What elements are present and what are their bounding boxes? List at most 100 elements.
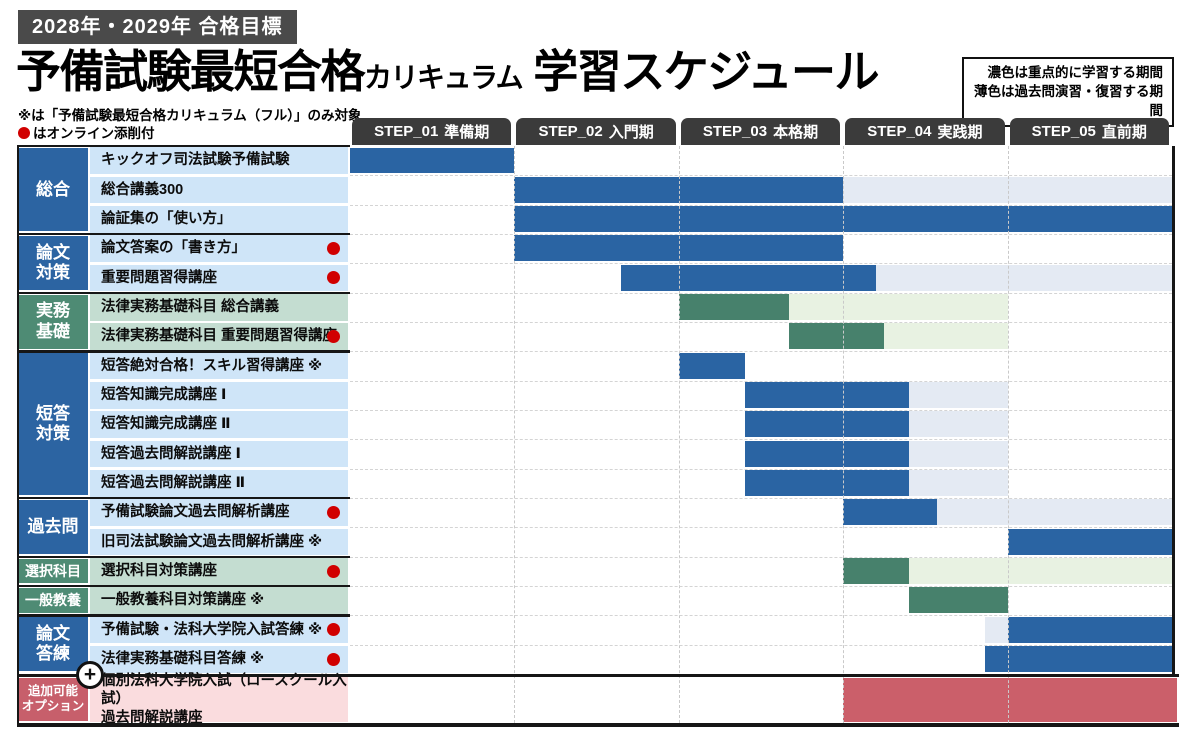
gantt-bar xyxy=(908,382,1008,408)
gantt-bar xyxy=(678,352,745,379)
step-code: STEP_04 xyxy=(867,123,932,140)
row-label: 一般教養科目対策講座 ※ xyxy=(90,587,348,614)
gantt-bar xyxy=(1007,528,1172,555)
online-correction-dot-icon xyxy=(327,242,340,256)
row-label: キックオフ司法試験予備試験 xyxy=(90,147,348,174)
category-3: 論文 対策 xyxy=(18,235,88,291)
gantt-bar xyxy=(908,470,1008,496)
row-gridline xyxy=(350,292,1172,294)
category-separator xyxy=(17,555,350,558)
gantt-bar xyxy=(678,294,789,320)
gantt-bar xyxy=(788,294,1008,320)
gantt-bar xyxy=(788,323,885,350)
gantt-bar xyxy=(744,411,909,438)
row-label: 予備試験論文過去問解析講座 xyxy=(90,499,348,526)
gantt-bar xyxy=(744,440,909,467)
chart-bottom-border xyxy=(17,723,1179,727)
row-gridline xyxy=(350,175,1172,177)
row-label: 法律実務基礎科目 総合講義 xyxy=(90,293,348,321)
gantt-bar xyxy=(984,616,1008,643)
online-correction-dot-icon xyxy=(327,564,340,578)
legend-light-label: 薄色は過去問演習・復習する期間 xyxy=(974,84,1163,118)
footnote-dot: はオンライン添削付 xyxy=(18,125,361,143)
footnotes: ※は「予備試験最短合格カリキュラム（フル）」のみ対象 はオンライン添削付 xyxy=(18,107,361,143)
red-dot-icon xyxy=(18,127,30,139)
category-separator xyxy=(17,232,350,236)
step-code: STEP_05 xyxy=(1031,123,1096,140)
footnote-asterisk: ※は「予備試験最短合格カリキュラム（フル）」のみ対象 xyxy=(18,108,362,123)
gantt-bar xyxy=(514,235,844,262)
row-label: 論文答案の「書き方」 xyxy=(90,235,348,262)
row-label: 短答知識完成講座 Ⅰ xyxy=(90,381,348,409)
category-12: 過去問 xyxy=(18,499,88,555)
step-tab-step_03: STEP_03 本格期 xyxy=(680,118,841,145)
gantt-bar xyxy=(843,176,1172,203)
step-tab-step_02: STEP_02 入門期 xyxy=(516,118,676,145)
gantt-bar xyxy=(984,646,1172,672)
gantt-bar xyxy=(908,558,1172,584)
gantt-bar xyxy=(908,440,1008,467)
gantt-bar xyxy=(936,499,1172,526)
row-label: 総合講義300 xyxy=(90,176,348,204)
page-title: 予備試験最短合格カリキュラム 学習スケジュール xyxy=(16,42,880,113)
category-5: 実務 基礎 xyxy=(18,294,88,349)
online-correction-dot-icon xyxy=(327,330,340,344)
gantt-bar xyxy=(884,323,1008,350)
step-name: 実践期 xyxy=(937,124,983,141)
column-gridline xyxy=(678,146,680,723)
row-gridline xyxy=(350,497,1172,499)
option-top-border xyxy=(17,673,1179,677)
row-gridline xyxy=(350,439,1172,441)
step-code: STEP_01 xyxy=(374,123,439,140)
row-label: 短答絶対合格！スキル習得講座 ※ xyxy=(90,352,348,380)
gantt-bar xyxy=(744,382,909,408)
category-7: 短答 対策 xyxy=(18,353,88,496)
gantt-bar xyxy=(843,558,909,584)
category-separator xyxy=(17,145,350,148)
category-separator xyxy=(17,584,350,588)
add-option-plus-icon: + xyxy=(76,661,104,689)
gantt-bar xyxy=(908,587,1008,614)
row-gridline xyxy=(350,409,1172,411)
row-gridline xyxy=(350,585,1172,587)
row-label: 短答知識完成講座 Ⅱ xyxy=(90,411,348,438)
category-separator xyxy=(17,614,350,617)
row-gridline xyxy=(350,321,1172,323)
row-gridline xyxy=(350,527,1172,529)
gantt-bar xyxy=(876,264,1172,291)
gantt-bar xyxy=(843,499,937,526)
online-correction-dot-icon xyxy=(327,652,340,666)
grid-right-border xyxy=(1172,146,1175,676)
gantt-bar xyxy=(514,176,844,203)
legend-dark-label: 濃色は重点的に学習する期間 xyxy=(987,65,1164,80)
category-16: 論文 答練 xyxy=(18,617,88,672)
title-sub: カリキュラム xyxy=(364,62,524,93)
row-gridline xyxy=(350,615,1172,617)
legend-box: 濃色は重点的に学習する期間 薄色は過去問演習・復習する期間 xyxy=(962,57,1174,127)
row-gridline xyxy=(350,351,1172,353)
online-correction-dot-icon xyxy=(327,271,340,285)
row-label: 選択科目対策講座 xyxy=(90,557,348,585)
category-option: 追加可能 オプション xyxy=(18,678,88,721)
row-label: 旧司法試験論文過去問解析講座 ※ xyxy=(90,528,348,556)
column-gridline xyxy=(514,146,516,723)
category-separator xyxy=(17,350,350,353)
category-separator xyxy=(17,496,350,500)
target-year-badge: 2028年・2029年 合格目標 xyxy=(18,10,297,44)
online-correction-dot-icon xyxy=(327,623,340,637)
column-gridline xyxy=(843,146,845,723)
row-label: 法律実務基礎科目答練 ※ xyxy=(90,645,348,673)
step-tab-step_01: STEP_01 準備期 xyxy=(352,118,512,145)
step-name: 本格期 xyxy=(773,124,819,141)
gantt-bar xyxy=(1007,616,1172,643)
row-gridline xyxy=(350,468,1172,470)
gantt-bar xyxy=(744,470,909,496)
step-name: 準備期 xyxy=(444,124,490,141)
gantt-bar xyxy=(908,411,1008,438)
row-label: 法律実務基礎科目 重要問題習得講座 xyxy=(90,323,348,350)
gantt-bar xyxy=(621,264,877,291)
row-gridline xyxy=(350,204,1172,206)
step-name: 直前期 xyxy=(1101,124,1147,141)
row-gridline xyxy=(350,380,1172,382)
